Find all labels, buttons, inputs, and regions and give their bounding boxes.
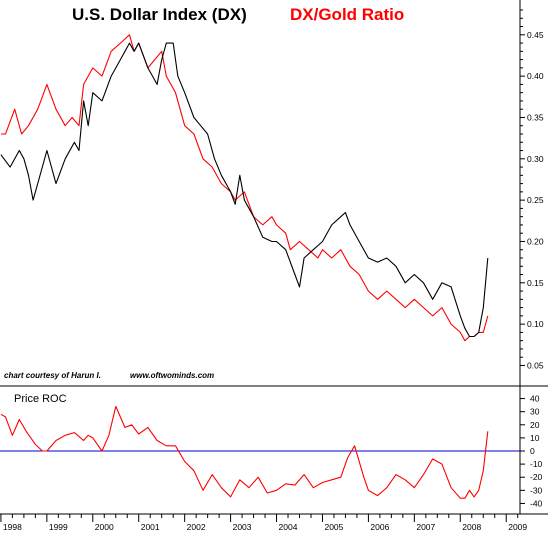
series-line-price-roc [0,405,489,499]
series-line-dollar-index [0,42,489,338]
main-chart-title: U.S. Dollar Index (DX) [72,5,247,24]
roc-tick-label: -20 [530,472,543,482]
x-tick-label: 2006 [370,522,389,532]
y-tick-label: 0.10 [527,319,544,329]
y-tick-label: 0.15 [527,278,544,288]
roc-tick-label: 0 [530,446,535,456]
main-y-axis: 0.05 0.10 0.15 0.20 0.25 0.30 0.35 0.40 0.45 [520,9,544,370]
credit-website: www.oftwominds.com [130,371,214,380]
roc-tick-label: -10 [530,459,543,469]
y-tick-label: 0.20 [527,236,544,246]
y-tick-label: 0.40 [527,71,544,81]
y-tick-label: 0.30 [527,154,544,164]
roc-tick-label: -30 [530,485,543,495]
roc-tick-label: 40 [530,394,540,404]
y-tick-label: 0.45 [527,30,544,40]
main-chart-title-ratio: DX/Gold Ratio [290,5,404,24]
roc-y-axis: 40 30 20 10 0 -10 -20 -30 -40 [520,394,543,508]
x-tick-label: 2004 [279,522,298,532]
x-tick-label: 1998 [3,522,22,532]
x-tick-label: 2002 [187,522,206,532]
main-series-group [0,34,489,342]
x-axis: 1998 1999 2000 2001 2002 2003 2004 2005 2006 2007… [0,514,527,532]
roc-series-group [0,405,489,499]
x-tick-label: 2009 [508,522,527,532]
x-tick-label: 2003 [233,522,252,532]
y-tick-label: 0.25 [527,195,544,205]
x-tick-label: 2001 [141,522,160,532]
x-tick-label: 2007 [416,522,435,532]
roc-tick-label: 10 [530,433,540,443]
y-tick-label: 0.05 [527,360,544,370]
series-line-dx-gold-ratio [0,34,489,342]
roc-tick-label: 20 [530,420,540,430]
roc-tick-label: 30 [530,407,540,417]
x-tick-label: 2005 [324,522,343,532]
x-tick-label: 2008 [462,522,481,532]
credit-courtesy: chart courtesy of Harun I. [4,371,101,380]
roc-tick-label: -40 [530,498,543,508]
y-tick-label: 0.35 [527,112,544,122]
x-tick-label: 1999 [49,522,68,532]
roc-chart-title: Price ROC [14,393,67,405]
x-tick-label: 2000 [95,522,114,532]
